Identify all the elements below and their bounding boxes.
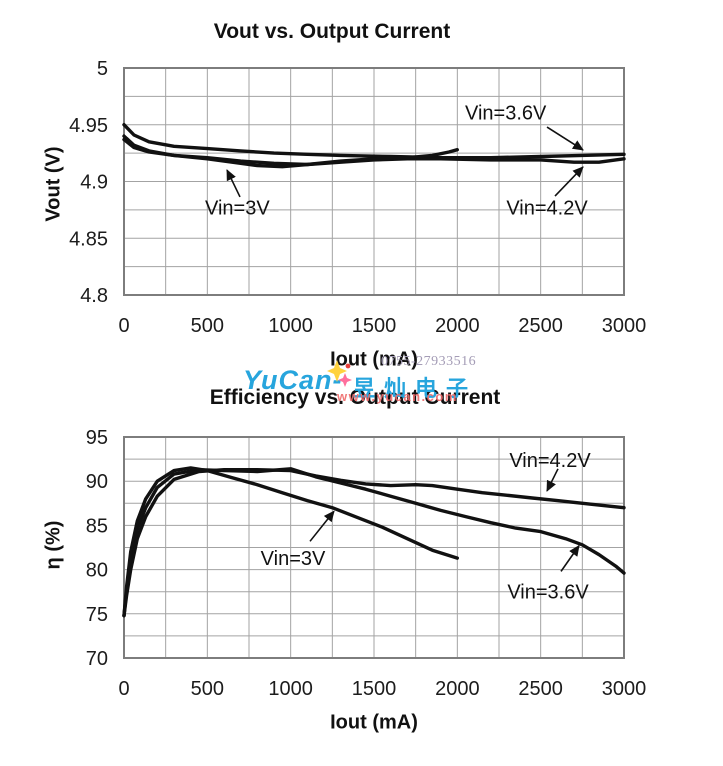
chart-title-vout: Vout vs. Output Current xyxy=(213,20,451,43)
watermark-brand-latin: YuCan- xyxy=(243,365,343,395)
y-tick-label: 70 xyxy=(86,648,108,670)
y-tick-label: 75 xyxy=(86,604,108,626)
watermark-url: www.yucan.com xyxy=(337,389,458,404)
chart-vout: 0 500 1000 1500 2000 2500 3000 5 4.95 4.9 4.85 4.8 V… xyxy=(69,58,646,337)
series-curve-vin-3v xyxy=(122,134,459,169)
y-tick-label: 4.85 xyxy=(69,228,108,250)
chart-title-efficiency: Efficiency vs. Output Current xyxy=(209,386,501,409)
series-curve-vin-4.2v xyxy=(122,468,626,618)
y-axis-label-efficiency: η (%) xyxy=(42,520,65,570)
annotation-arrow xyxy=(226,169,241,198)
x-tick-label: 1000 xyxy=(268,678,313,700)
annotation-label: Vin=3V xyxy=(261,548,326,570)
series-curve-vin-3v xyxy=(122,466,459,618)
y-tick-label: 4.8 xyxy=(80,285,108,307)
annotation-label: Vin=3.6V xyxy=(507,582,589,604)
annotation-arrow xyxy=(309,510,335,542)
watermark-brand-cjk: 昱灿电子 xyxy=(353,376,478,401)
plot-border xyxy=(123,67,625,296)
x-tick-label: 0 xyxy=(118,678,129,700)
annotation-label: Vin=3.6V xyxy=(465,102,547,124)
annotation-arrow xyxy=(546,126,584,151)
x-tick-label: 3000 xyxy=(602,678,647,700)
x-tick-label: 3000 xyxy=(602,315,647,337)
annotation-label: Vin=3V xyxy=(205,198,270,220)
x-tick-label: 2500 xyxy=(518,678,563,700)
y-tick-label: 4.9 xyxy=(80,172,108,194)
x-tick-label: 0 xyxy=(118,315,129,337)
annotation-label: Vin=4.2V xyxy=(506,198,588,220)
series-curve-vin-3.6v xyxy=(122,467,626,618)
sparkle-icon xyxy=(327,360,352,387)
x-tick-label: 1500 xyxy=(352,315,397,337)
x-axis-label-vout: Iout (mA) xyxy=(330,348,418,371)
y-tick-label: 85 xyxy=(86,515,108,537)
series-curve-vin-3.6v xyxy=(122,123,626,160)
y-tick-label: 5 xyxy=(97,58,108,80)
y-tick-label: 80 xyxy=(86,560,108,582)
watermark-phone: 0755-27933516 xyxy=(381,354,477,369)
annotation-arrow xyxy=(554,166,584,197)
x-axis-label-efficiency: Iout (mA) xyxy=(330,711,418,734)
x-tick-label: 1000 xyxy=(268,315,313,337)
y-tick-label: 95 xyxy=(86,427,108,449)
y-axis-label-vout: Vout (V) xyxy=(42,146,65,222)
y-tick-label: 4.95 xyxy=(69,115,108,137)
x-tick-label: 2000 xyxy=(435,678,480,700)
plot-border xyxy=(123,436,625,659)
annotation-label: Vin=4.2V xyxy=(509,450,591,472)
x-tick-label: 1500 xyxy=(352,678,397,700)
chart-eff: 0 500 1000 1500 2000 2500 3000 95 90 85 80 75 70 Vin=… xyxy=(86,427,647,700)
x-tick-label: 2500 xyxy=(518,315,563,337)
x-tick-label: 500 xyxy=(191,315,224,337)
grid-vout xyxy=(123,67,625,296)
annotation-arrow xyxy=(546,468,559,492)
y-tick-label: 90 xyxy=(86,471,108,493)
x-tick-label: 2000 xyxy=(435,315,480,337)
annotation-arrow xyxy=(560,544,580,572)
x-tick-label: 500 xyxy=(191,678,224,700)
